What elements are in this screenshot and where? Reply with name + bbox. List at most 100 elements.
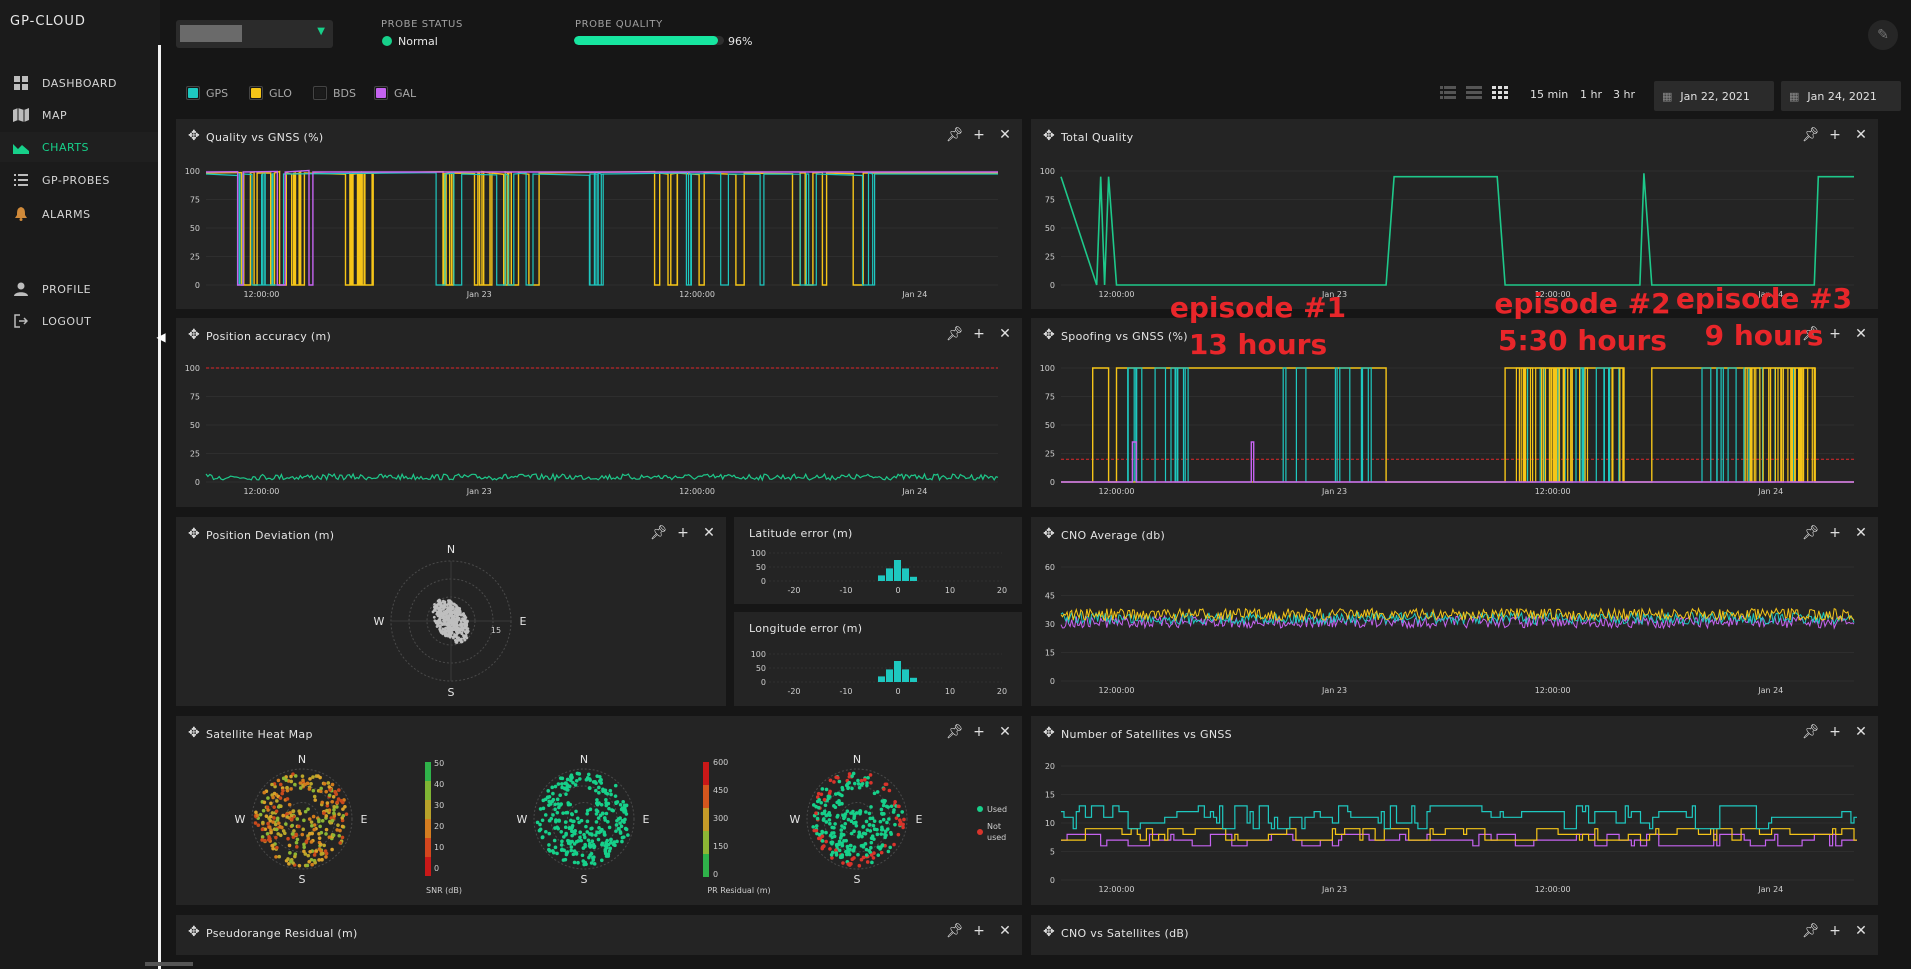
drag-move-icon[interactable]: ✥ [188, 128, 200, 144]
satellite-point [559, 848, 564, 852]
add-icon[interactable]: + [973, 127, 985, 143]
snr-scale-segment [425, 819, 431, 838]
pin-icon[interactable]: 📌︎ [946, 724, 964, 740]
satellite-point [893, 822, 897, 827]
drag-move-icon[interactable]: ✥ [188, 526, 200, 542]
satellite-point [870, 860, 874, 865]
close-icon[interactable]: ✕ [999, 724, 1011, 740]
close-icon[interactable]: ✕ [999, 326, 1011, 342]
layout-list-icon[interactable] [1440, 86, 1456, 102]
layout-grid-icon[interactable] [1492, 86, 1508, 102]
start-date-picker[interactable]: ▦ Jan 22, 2021 [1654, 81, 1774, 111]
legend-bds[interactable]: BDS [313, 86, 356, 100]
satellite-point [327, 835, 332, 839]
satellite-point [569, 776, 574, 781]
close-icon[interactable]: ✕ [1855, 724, 1867, 740]
add-icon[interactable]: + [1829, 127, 1841, 143]
add-icon[interactable]: + [1829, 525, 1841, 541]
sidebar-item-charts[interactable]: CHARTS [0, 132, 160, 162]
pr-scale-segment [703, 854, 709, 877]
layout-rows-icon[interactable] [1466, 86, 1482, 102]
compass-n: N [298, 753, 306, 766]
add-icon[interactable]: + [1829, 724, 1841, 740]
collapse-sidebar-button[interactable]: ◀ [156, 330, 166, 344]
add-icon[interactable]: + [1829, 326, 1841, 342]
satellite-point [547, 843, 551, 847]
pin-icon[interactable]: 📌︎ [1802, 127, 1820, 143]
close-icon[interactable]: ✕ [703, 525, 715, 541]
total-quality-chart: 100 75 50 25 0 12:00:00 Jan 23 12:00:00 Jan 24 [1040, 167, 1854, 299]
sidebar-item-gp-probes[interactable]: GP-PROBES [0, 165, 160, 195]
drag-move-icon[interactable]: ✥ [1043, 526, 1055, 542]
satellite-point [308, 831, 312, 836]
add-icon[interactable]: + [973, 923, 985, 939]
edit-pencil-icon[interactable]: ✎ [1868, 20, 1898, 50]
satellite-point [570, 833, 574, 838]
close-icon[interactable]: ✕ [1855, 127, 1867, 143]
satellite-point [902, 817, 906, 822]
legend-gal[interactable]: GAL [374, 86, 416, 100]
y-tick-label: 75 [190, 393, 200, 402]
sidebar-item-profile[interactable]: PROFILE [0, 274, 160, 304]
drag-move-icon[interactable]: ✥ [1043, 128, 1055, 144]
horizontal-scrollbar[interactable] [145, 962, 193, 966]
close-icon[interactable]: ✕ [1855, 923, 1867, 939]
add-icon[interactable]: + [1829, 923, 1841, 939]
sidebar-item-logout[interactable]: LOGOUT [0, 306, 160, 336]
add-icon[interactable]: + [973, 326, 985, 342]
pin-icon[interactable]: 📌︎ [650, 525, 668, 541]
close-icon[interactable]: ✕ [999, 923, 1011, 939]
satellite-point [817, 798, 822, 802]
legend-gps[interactable]: GPS [186, 86, 228, 100]
satellite-point [851, 809, 855, 814]
add-icon[interactable]: + [677, 525, 689, 541]
sidebar-item-alarms[interactable]: ALARMS [0, 199, 160, 229]
drag-move-icon[interactable]: ✥ [1043, 924, 1055, 940]
drag-move-icon[interactable]: ✥ [188, 924, 200, 940]
satellite-point [872, 827, 877, 832]
range-1hr-button[interactable]: 1 hr [1580, 88, 1602, 101]
satellite-point [319, 852, 324, 856]
pin-icon[interactable]: 📌︎ [946, 923, 964, 939]
range-3hr-button[interactable]: 3 hr [1613, 88, 1635, 101]
pin-icon[interactable]: 📌︎ [946, 127, 964, 143]
satellite-point [857, 832, 862, 836]
close-icon[interactable]: ✕ [1855, 525, 1867, 541]
satellite-point [285, 785, 289, 790]
probe-select[interactable]: ▼ [176, 20, 333, 48]
satellite-point [837, 848, 842, 853]
satellite-point [278, 782, 283, 787]
add-icon[interactable]: + [973, 724, 985, 740]
sidebar-item-dashboard[interactable]: DASHBOARD [0, 68, 160, 98]
pin-icon[interactable]: 📌︎ [1802, 724, 1820, 740]
drag-move-icon[interactable]: ✥ [1043, 725, 1055, 741]
satellite-point [563, 825, 568, 830]
satellite-point [885, 827, 890, 831]
satellite-point [869, 853, 874, 857]
legend-glo[interactable]: GLO [249, 86, 292, 100]
pin-icon[interactable]: 📌︎ [1802, 525, 1820, 541]
drag-move-icon[interactable]: ✥ [188, 725, 200, 741]
histogram-bar [878, 676, 885, 682]
y-tick-label: 0 [761, 678, 766, 687]
satellite-point [260, 835, 265, 839]
satellite-point [547, 799, 552, 804]
satellite-point [597, 791, 601, 795]
sidebar-item-map[interactable]: MAP [0, 100, 160, 130]
drag-move-icon[interactable]: ✥ [188, 327, 200, 343]
satellite-point [843, 812, 848, 816]
satellite-point [586, 838, 591, 843]
drag-move-icon[interactable]: ✥ [1043, 327, 1055, 343]
satellite-point [599, 802, 604, 807]
end-date-picker[interactable]: ▦ Jan 24, 2021 [1781, 81, 1901, 111]
panel-actions: 📌︎ + ✕ [946, 127, 1012, 143]
satellite-point [606, 820, 610, 824]
panel-title: CNO vs Satellites (dB) [1061, 927, 1189, 940]
pin-icon[interactable]: 📌︎ [1802, 923, 1820, 939]
range-15min-button[interactable]: 15 min [1530, 88, 1569, 101]
close-icon[interactable]: ✕ [1855, 326, 1867, 342]
satellite-point [846, 817, 851, 822]
pin-icon[interactable]: 📌︎ [946, 326, 964, 342]
pin-icon[interactable]: 📌︎ [1802, 326, 1820, 342]
close-icon[interactable]: ✕ [999, 127, 1011, 143]
